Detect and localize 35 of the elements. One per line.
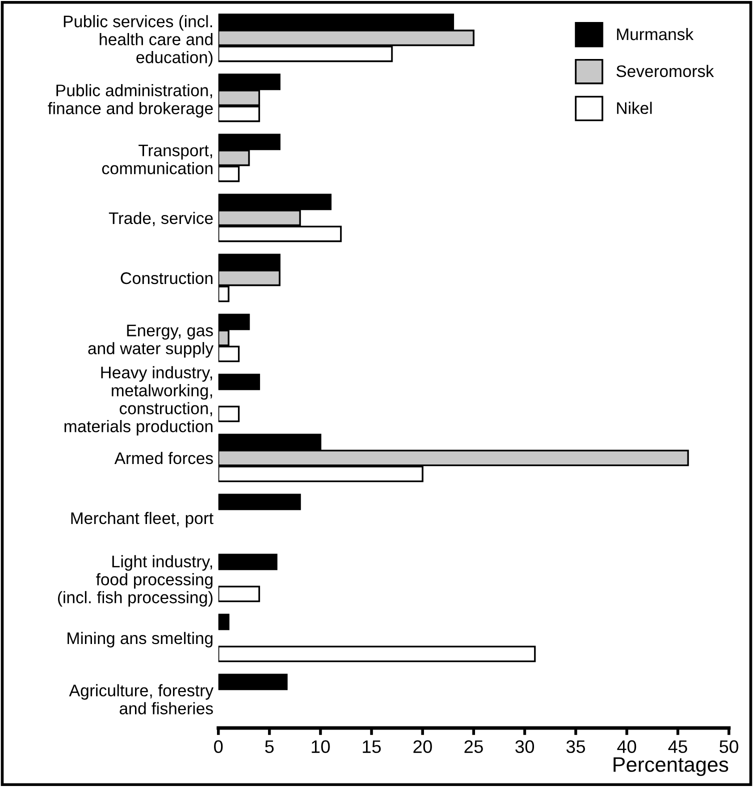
x-tick-label: 50 [720,740,738,754]
x-tick-label: 15 [362,740,381,754]
y-tick-label: Armed forces [114,452,213,464]
x-tick-label: 45 [668,740,688,754]
y-tick-label: Construction [120,272,212,284]
x-tick-label: 0 [214,740,223,754]
x-tick-label: 40 [617,740,636,754]
legend-label: Severomorsk [616,64,714,78]
y-tick-label: Trade, service [108,212,213,226]
bar [218,494,301,510]
bar [218,586,260,602]
y-tick-label: Agriculture, forestry and fisheries [69,684,214,714]
bar [218,406,240,422]
y-tick-label: Public services (incl. health care and education) [64,15,212,67]
y-tick-label: Light industry, food processing (incl. fish processing) [58,555,212,607]
x-axis-title: Percentages [614,757,728,776]
y-tick-label: Heavy industry, metalworking, construction, materials production [64,366,212,436]
y-tick-label: Merchant fleet, port [71,512,214,528]
legend-label: Murmansk [617,28,694,40]
bar [218,646,536,662]
y-tick-label: Mining ans smelting [68,632,212,648]
y-tick-label: Public administration, finance and brokerage [48,84,213,118]
y-tick-label: Transport, communication [102,144,212,174]
x-tick-label: 10 [312,740,330,754]
bar [218,674,288,690]
bar [218,554,278,570]
bar [218,374,260,390]
bar [218,614,230,630]
x-tick-label: 20 [413,740,432,754]
x-tick-label: 25 [464,740,483,754]
y-tick-label: Energy, gas and water supply [88,324,214,358]
x-tick-label: 5 [265,740,274,754]
x-tick-label: 35 [566,740,586,754]
legend-label: Nikel [617,102,652,114]
x-tick-label: 30 [515,740,534,754]
